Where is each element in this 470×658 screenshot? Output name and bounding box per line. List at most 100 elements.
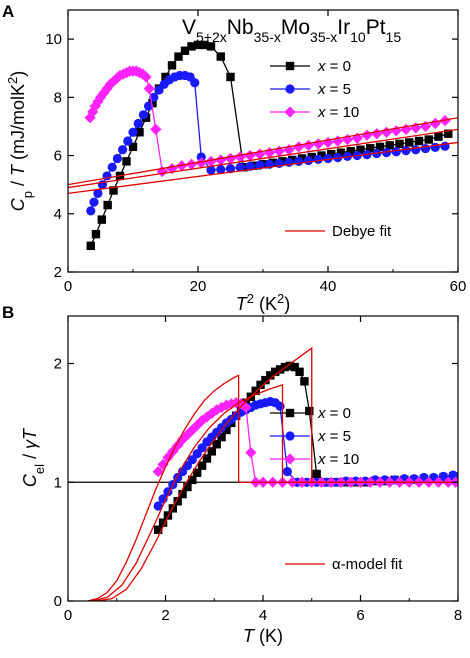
data-point: [225, 164, 236, 174]
x-tick-label: 0: [64, 607, 72, 624]
legend-marker: [285, 61, 295, 71]
data-point: [161, 72, 170, 82]
data-point: [109, 186, 118, 195]
data-point: [293, 141, 305, 153]
compound-formula: V5+2xNb35-xMo35-xIr10Pt15: [182, 16, 401, 45]
panel-a-xlabel: T2 (K2): [236, 291, 290, 315]
data-point: [195, 157, 207, 169]
data-point: [173, 497, 182, 506]
fit-line-1: [68, 141, 458, 195]
data-point: [89, 197, 99, 207]
data-point: [216, 52, 225, 61]
data-point: [200, 40, 209, 50]
data-point: [261, 375, 270, 385]
data-point: [135, 128, 144, 137]
data-point: [103, 200, 112, 210]
data-point: [217, 432, 226, 442]
data-point: [381, 148, 392, 158]
data-point: [206, 165, 216, 175]
data-point: [302, 139, 315, 151]
data-point: [193, 40, 203, 50]
data-point: [371, 128, 383, 140]
data-point: [313, 154, 323, 164]
panel-a-formula: V5+2xNb35-xMo35-xIr10Pt15: [182, 16, 401, 45]
data-point: [390, 125, 402, 137]
data-point: [270, 367, 280, 377]
panel-a-label: A: [2, 2, 14, 21]
data-point: [112, 153, 122, 164]
data-point: [185, 158, 198, 170]
y-tick-label: 10: [45, 31, 62, 48]
data-point: [122, 157, 131, 166]
data-point: [190, 78, 200, 88]
x-tick-label: 4: [259, 607, 267, 624]
data-point: [143, 83, 155, 95]
legend-marker: [285, 84, 295, 94]
plot-clip-group: [68, 40, 458, 250]
data-point: [366, 144, 375, 153]
data-point: [192, 468, 202, 477]
y-tick-label: 4: [54, 206, 62, 223]
data-point: [414, 136, 424, 146]
data-point: [356, 145, 365, 154]
legend-entry: x = 10: [317, 451, 359, 468]
legend-marker: [285, 408, 295, 418]
data-point: [361, 129, 373, 141]
data-point: [395, 139, 404, 149]
data-point: [196, 152, 206, 162]
data-point: [375, 142, 385, 152]
x-tick-label: 20: [190, 278, 207, 295]
data-point: [174, 52, 183, 61]
panel-a: A V5+2xNb35-xMo35-xIr10Pt15 0 20 40 60 2 4 6 8 1…: [2, 2, 466, 314]
data-point: [429, 117, 441, 130]
legend-marker: [284, 453, 296, 465]
data-point: [158, 518, 168, 527]
data-point: [91, 229, 101, 239]
data-point: [128, 142, 138, 152]
panel-b-legend: x = 0 x = 5 x = 10 α-model fit: [270, 405, 403, 573]
data-point: [380, 126, 393, 138]
fit-line-1: [92, 383, 458, 601]
y-tick-label: 0: [54, 593, 62, 610]
data-point: [86, 206, 96, 216]
data-point: [282, 466, 292, 477]
data-point: [312, 138, 324, 150]
plot-clip-group: [68, 346, 458, 601]
data-point: [118, 145, 128, 155]
panel-b-label: B: [2, 303, 14, 322]
data-point: [440, 141, 450, 151]
y-tick-label: 1: [54, 474, 62, 491]
data-point: [207, 447, 217, 456]
legend-entry: x = 10: [317, 104, 359, 121]
data-point: [300, 377, 309, 386]
panel-b-ylabel: Cel / γT: [20, 427, 47, 487]
data-point: [285, 361, 295, 371]
panel-a-axes: 0 20 40 60 2 4 6 8 10: [45, 10, 466, 295]
data-point: [251, 386, 260, 396]
data-point: [256, 380, 265, 390]
legend-entry: x = 0: [317, 58, 351, 75]
data-point: [167, 61, 177, 70]
data-point: [444, 129, 453, 138]
data-point: [391, 147, 401, 157]
data-point: [183, 482, 192, 492]
fit-line-0: [87, 374, 458, 601]
data-point: [401, 146, 411, 156]
y-tick-label: 8: [54, 89, 62, 106]
data-point: [295, 367, 304, 377]
data-point: [206, 42, 216, 51]
data-point: [187, 42, 196, 51]
legend-marker: [284, 106, 296, 118]
data-point: [212, 440, 221, 449]
legend-marker: [285, 431, 295, 441]
data-point: [275, 401, 285, 411]
data-point: [323, 153, 333, 164]
x-tick-label: 40: [320, 278, 337, 295]
legend-entry: x = 0: [317, 405, 351, 422]
data-point: [226, 72, 235, 82]
panel-a-ylabel: Cp / T (mJ/molK2): [5, 71, 35, 211]
data-point: [205, 155, 217, 167]
data-point: [290, 362, 299, 372]
data-point: [202, 454, 212, 463]
